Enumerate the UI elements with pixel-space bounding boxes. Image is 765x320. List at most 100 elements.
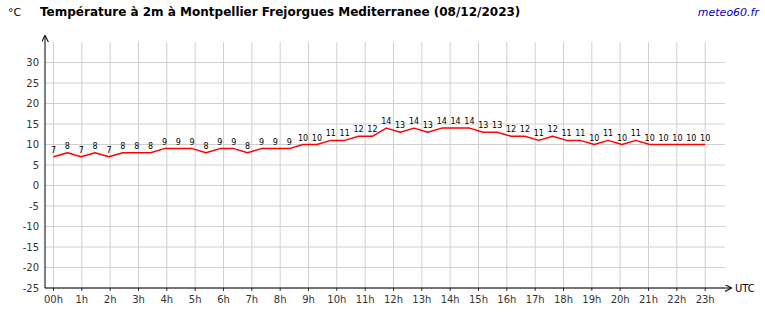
x-tick-label: 8h xyxy=(274,294,287,305)
x-tick-label: 9h xyxy=(302,294,315,305)
x-tick-label: 23h xyxy=(696,294,715,305)
data-label: 8 xyxy=(148,142,153,151)
data-label: 14 xyxy=(381,117,391,126)
x-tick-label: 12h xyxy=(384,294,403,305)
grid-line-x xyxy=(450,42,451,288)
grid-line-x xyxy=(251,42,252,288)
data-label: 12 xyxy=(520,125,530,134)
grid-line-x xyxy=(506,42,507,288)
grid-line-x xyxy=(563,42,564,288)
x-tick-label: 17h xyxy=(526,294,545,305)
data-label: 11 xyxy=(575,129,585,138)
x-axis-label: UTC xyxy=(735,283,755,294)
data-label: 10 xyxy=(645,134,655,143)
grid-line-y xyxy=(45,206,725,207)
data-label: 9 xyxy=(287,138,292,147)
grid-line-x xyxy=(110,42,111,288)
grid-line-x xyxy=(223,42,224,288)
data-label: 12 xyxy=(353,125,363,134)
data-label: 11 xyxy=(326,129,336,138)
grid-line-x xyxy=(620,42,621,288)
grid-line-x xyxy=(365,42,366,288)
grid-line-x xyxy=(138,42,139,288)
y-tick-label: -5 xyxy=(29,201,39,212)
y-tick-label: 0 xyxy=(33,180,39,191)
data-label: 12 xyxy=(367,125,377,134)
x-tick-label: 19h xyxy=(582,294,601,305)
data-label: 10 xyxy=(617,134,627,143)
x-axis xyxy=(45,288,731,289)
data-label: 10 xyxy=(658,134,668,143)
data-label: 7 xyxy=(79,146,84,155)
data-label: 9 xyxy=(259,138,264,147)
grid-line-x xyxy=(166,42,167,288)
grid-line-x xyxy=(478,42,479,288)
data-label: 8 xyxy=(203,142,208,151)
grid-line-x xyxy=(308,42,309,288)
x-tick-label: 20h xyxy=(611,294,630,305)
x-tick-label: 15h xyxy=(469,294,488,305)
data-label: 14 xyxy=(464,117,474,126)
plot-area xyxy=(54,128,706,157)
x-tick-label: 11h xyxy=(356,294,375,305)
data-label: 14 xyxy=(437,117,447,126)
grid-line-y xyxy=(45,247,725,248)
data-label: 13 xyxy=(395,121,405,130)
x-tick-label: 00h xyxy=(44,294,63,305)
y-tick-label: -20 xyxy=(23,262,39,273)
x-tick-label: 4h xyxy=(160,294,173,305)
grid-line-x xyxy=(705,42,706,288)
grid-line-x xyxy=(535,42,536,288)
chart: -25-20-15-10-505101520253000h1h2h3h4h5h6… xyxy=(0,0,765,320)
grid-line-y xyxy=(45,165,725,166)
x-tick-label: 3h xyxy=(132,294,145,305)
data-label: 9 xyxy=(273,138,278,147)
temperature-line xyxy=(54,128,706,157)
data-label: 8 xyxy=(245,142,250,151)
data-label: 10 xyxy=(312,134,322,143)
x-tick-label: 21h xyxy=(639,294,658,305)
grid-line-x xyxy=(81,42,82,288)
data-label: 11 xyxy=(534,129,544,138)
x-tick-label: 10h xyxy=(327,294,346,305)
grid-line-y xyxy=(45,103,725,104)
data-label: 10 xyxy=(686,134,696,143)
grid-line-x xyxy=(676,42,677,288)
data-label: 11 xyxy=(340,129,350,138)
x-tick-label: 7h xyxy=(245,294,258,305)
data-label: 9 xyxy=(231,138,236,147)
data-label: 8 xyxy=(120,142,125,151)
x-tick-label: 2h xyxy=(104,294,117,305)
x-tick-label: 6h xyxy=(217,294,230,305)
y-tick-label: 10 xyxy=(26,139,39,150)
grid-line-x xyxy=(195,42,196,288)
y-tick-label: 30 xyxy=(26,57,39,68)
watermark: meteo60.fr xyxy=(698,6,761,19)
data-label: 10 xyxy=(700,134,710,143)
data-label: 10 xyxy=(589,134,599,143)
y-tick-label: 20 xyxy=(26,98,39,109)
data-label: 10 xyxy=(298,134,308,143)
x-tick-label: 22h xyxy=(667,294,686,305)
y-tick-label: 5 xyxy=(33,160,39,171)
y-axis-label: °C xyxy=(8,6,22,19)
grid-line-y xyxy=(45,267,725,268)
y-tick-label: -15 xyxy=(23,242,39,253)
data-label: 9 xyxy=(217,138,222,147)
data-label: 10 xyxy=(672,134,682,143)
data-labels: 7878788899989989991010111112121413141314… xyxy=(51,117,710,155)
x-tick-label: 1h xyxy=(75,294,88,305)
data-label: 8 xyxy=(93,142,98,151)
data-label: 9 xyxy=(176,138,181,147)
y-tick-label: -25 xyxy=(23,283,39,294)
data-label: 13 xyxy=(478,121,488,130)
data-label: 11 xyxy=(603,129,613,138)
data-label: 9 xyxy=(190,138,195,147)
data-label: 13 xyxy=(492,121,502,130)
y-tick-label: -10 xyxy=(23,221,39,232)
data-label: 13 xyxy=(423,121,433,130)
data-label: 8 xyxy=(134,142,139,151)
data-label: 12 xyxy=(506,125,516,134)
grid-line-x xyxy=(53,42,54,288)
title: Température à 2m à Montpellier Frejorgue… xyxy=(40,5,520,19)
